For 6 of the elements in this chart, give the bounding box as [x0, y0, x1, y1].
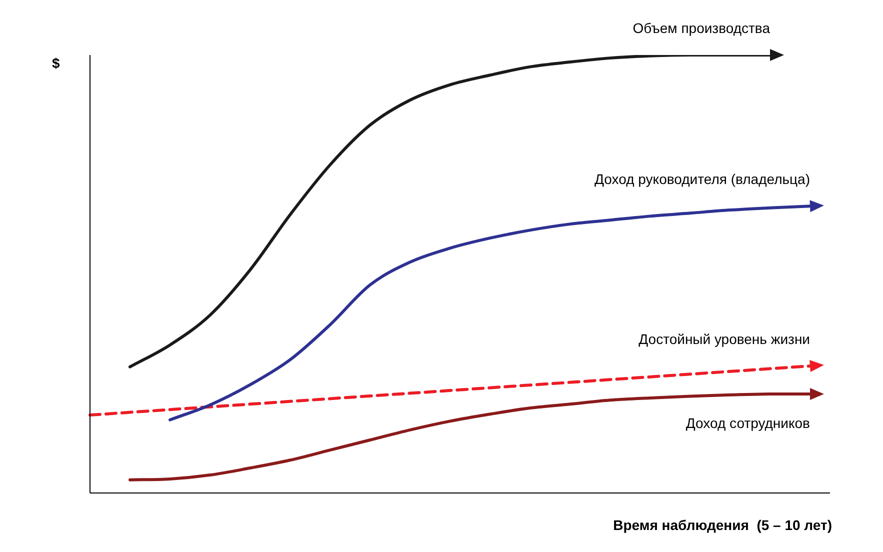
series-label: Доход руководителя (владельца): [594, 171, 810, 188]
series-label: Доход сотрудников: [686, 415, 810, 432]
y-axis-title: $: [52, 55, 60, 71]
series-label: Объем производства: [632, 20, 770, 36]
x-axis-title: Время наблюдения (5 – 10 лет): [613, 517, 832, 533]
series-label: Достойный уровень жизни: [638, 330, 810, 347]
